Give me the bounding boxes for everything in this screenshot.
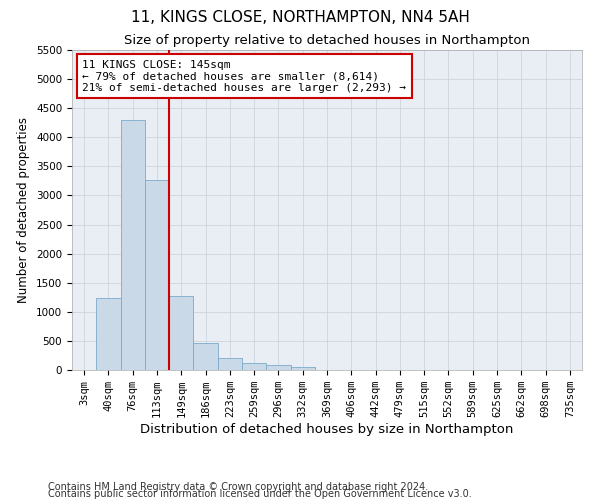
- Bar: [290, 366, 315, 370]
- Text: 11 KINGS CLOSE: 145sqm
← 79% of detached houses are smaller (8,614)
21% of semi-: 11 KINGS CLOSE: 145sqm ← 79% of detached…: [82, 60, 406, 93]
- Text: Contains public sector information licensed under the Open Government Licence v3: Contains public sector information licen…: [48, 489, 472, 499]
- Bar: [169, 296, 193, 370]
- Bar: [96, 298, 121, 370]
- Bar: [193, 342, 218, 370]
- Bar: [218, 358, 242, 370]
- Bar: [145, 180, 169, 370]
- Title: Size of property relative to detached houses in Northampton: Size of property relative to detached ho…: [124, 34, 530, 48]
- Bar: [266, 366, 290, 370]
- Bar: [121, 120, 145, 370]
- Y-axis label: Number of detached properties: Number of detached properties: [17, 117, 31, 303]
- X-axis label: Distribution of detached houses by size in Northampton: Distribution of detached houses by size …: [140, 423, 514, 436]
- Bar: [242, 363, 266, 370]
- Text: 11, KINGS CLOSE, NORTHAMPTON, NN4 5AH: 11, KINGS CLOSE, NORTHAMPTON, NN4 5AH: [131, 10, 469, 25]
- Text: Contains HM Land Registry data © Crown copyright and database right 2024.: Contains HM Land Registry data © Crown c…: [48, 482, 428, 492]
